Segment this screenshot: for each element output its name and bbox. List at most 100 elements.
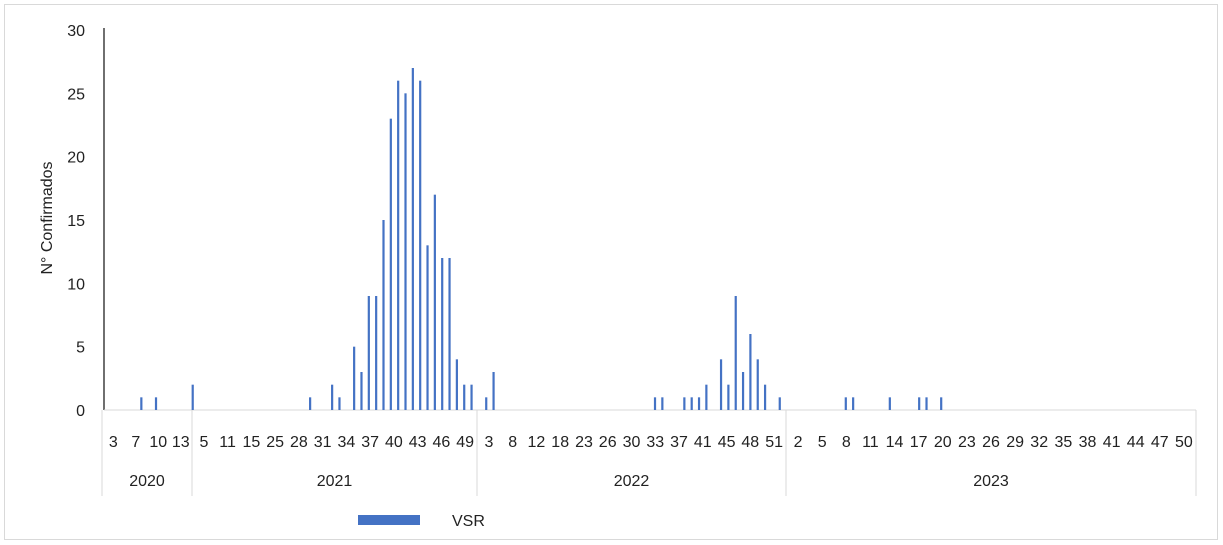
bar [426,245,429,410]
year-labels: 2020 2021 2022 2023 [129,473,1009,490]
legend-label-vsr: VSR [452,513,485,530]
week-tick-label: 28 [290,434,308,451]
bar [389,118,392,411]
bar [727,384,730,410]
week-tick-label: 37 [670,434,688,451]
bar [419,80,422,411]
y-tick-label: 30 [67,23,85,40]
week-tick-label: 31 [314,434,332,451]
bar [441,258,444,410]
y-axis-ticks: 0 5 10 15 20 25 30 [67,23,85,420]
week-tick-label: 12 [528,434,546,451]
week-tick-label: 23 [958,434,976,451]
week-tick-label: 5 [199,434,208,451]
legend-swatch [358,515,420,525]
week-tick-label: 17 [910,434,928,451]
week-tick-label: 7 [131,434,140,451]
week-tick-label: 29 [1006,434,1024,451]
bar [852,397,855,410]
year-label: 2020 [129,473,165,490]
week-tick-label: 26 [599,434,617,451]
week-tick-label: 30 [623,434,641,451]
y-tick-label: 5 [76,340,85,357]
week-tick-label: 15 [243,434,261,451]
y-tick-label: 10 [67,276,85,293]
week-tick-label: 13 [172,434,190,451]
week-tick-label: 40 [385,434,403,451]
bar [661,397,664,410]
bar [375,296,378,410]
bar [741,372,745,410]
bar [154,397,158,410]
y-axis-title: N° Confirmados [39,161,56,274]
bar [470,384,473,410]
year-label: 2022 [614,473,650,490]
week-tick-label: 8 [508,434,517,451]
week-tick-label: 18 [551,434,569,451]
week-tick-label: 47 [1151,434,1169,451]
week-tick-label: 20 [934,434,952,451]
bars-group [140,68,943,411]
week-tick-label: 2 [794,434,803,451]
week-tick-label: 34 [338,434,356,451]
bar [734,296,737,410]
week-tick-label: 46 [433,434,451,451]
week-labels: 3 7 10 13 5 11 15 25 28 31 34 37 40 43 46 49 3 8 12 18 23 26 3… [109,434,1193,451]
bar [940,397,943,410]
bar [485,397,488,410]
week-tick-label: 3 [109,434,118,451]
bar [463,384,466,410]
bar [309,397,312,410]
bar [653,397,657,410]
week-tick-label: 44 [1127,434,1145,451]
week-tick-label: 38 [1079,434,1097,451]
week-tick-label: 45 [718,434,736,451]
bar [411,68,414,410]
week-tick-label: 41 [694,434,712,451]
week-tick-label: 11 [219,434,236,451]
category-separators [101,410,1197,496]
week-tick-label: 33 [646,434,664,451]
bar [360,372,363,410]
week-tick-label: 35 [1055,434,1073,451]
bar [763,384,767,410]
week-tick-label: 8 [842,434,851,451]
week-tick-label: 5 [818,434,827,451]
chart-frame [4,4,1218,540]
week-tick-label: 43 [409,434,427,451]
year-label: 2021 [317,473,353,490]
week-tick-label: 41 [1103,434,1121,451]
week-tick-label: 25 [266,434,284,451]
bar [756,359,759,410]
week-tick-label: 51 [765,434,783,451]
bar [140,397,143,410]
week-tick-label: 11 [862,434,879,451]
week-tick-label: 23 [575,434,593,451]
bar [888,397,891,410]
bar [448,258,451,410]
bar [382,220,385,410]
week-tick-label: 3 [484,434,493,451]
bar [397,80,400,411]
bar [404,93,407,410]
bar [918,397,921,410]
y-tick-label: 25 [67,86,85,103]
bar [778,397,781,410]
year-label: 2023 [973,473,1009,490]
bar [705,384,708,410]
bar [749,334,752,410]
bar [367,296,370,410]
week-tick-label: 32 [1030,434,1048,451]
bar [844,397,847,410]
y-tick-label: 20 [67,150,85,167]
week-tick-label: 48 [741,434,759,451]
bar [719,359,723,410]
bar [925,397,928,410]
y-tick-label: 0 [76,403,85,420]
week-tick-label: 50 [1175,434,1193,451]
bar [191,384,194,410]
bar [433,194,436,410]
week-tick-label: 14 [886,434,904,451]
bar [338,397,341,410]
